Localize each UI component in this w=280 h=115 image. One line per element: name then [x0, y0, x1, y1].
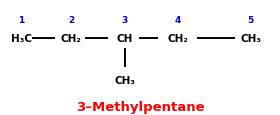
- Text: 3–Methylpentane: 3–Methylpentane: [76, 101, 204, 113]
- Text: 4: 4: [175, 16, 181, 25]
- Text: 1: 1: [18, 16, 24, 25]
- Text: 5: 5: [248, 16, 254, 25]
- Text: 3: 3: [122, 16, 128, 25]
- Text: CH₂: CH₂: [167, 34, 188, 44]
- Text: CH: CH: [116, 34, 133, 44]
- Text: 2: 2: [68, 16, 74, 25]
- Text: CH₂: CH₂: [61, 34, 82, 44]
- Text: CH₃: CH₃: [240, 34, 261, 44]
- Text: CH₃: CH₃: [114, 76, 135, 85]
- Text: H₃C: H₃C: [11, 34, 31, 44]
